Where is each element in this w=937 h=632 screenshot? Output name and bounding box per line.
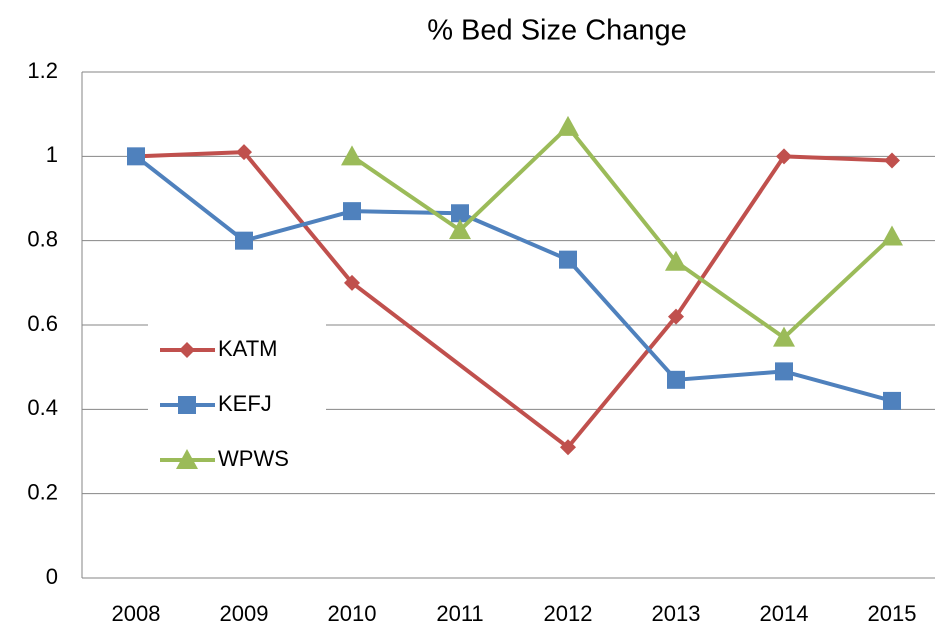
marker — [179, 342, 195, 358]
legend-label: KEFJ — [218, 391, 272, 416]
gap-connector — [350, 281, 570, 449]
marker — [127, 147, 145, 166]
marker — [178, 396, 196, 414]
series-line — [135, 150, 354, 285]
x-tick-label: 2012 — [544, 601, 593, 626]
x-tick-label: 2015 — [868, 601, 917, 626]
marker — [559, 250, 577, 269]
x-tick-label: 2010 — [328, 601, 377, 626]
legend-label: KATM — [218, 336, 277, 361]
y-tick-label: 0.4 — [27, 395, 58, 420]
x-tick-label: 2011 — [436, 601, 483, 626]
marker — [775, 362, 793, 381]
marker — [884, 152, 900, 169]
y-tick-label: 0.8 — [27, 226, 58, 251]
x-tick-label: 2008 — [112, 601, 161, 626]
series-line — [134, 154, 893, 403]
x-tick-label: 2013 — [652, 601, 701, 626]
marker — [667, 370, 685, 389]
marker — [341, 145, 363, 166]
x-tick-label: 2009 — [220, 601, 269, 626]
x-tick-label: 2014 — [760, 601, 809, 626]
marker — [235, 231, 253, 250]
y-tick-label: 1 — [46, 142, 58, 167]
marker — [883, 391, 901, 410]
marker — [449, 219, 471, 240]
legend-label: WPWS — [218, 446, 289, 471]
marker — [557, 115, 579, 136]
y-tick-label: 0.6 — [27, 311, 58, 336]
marker — [773, 326, 795, 347]
marker — [560, 439, 576, 456]
marker — [343, 202, 361, 221]
marker — [776, 148, 792, 165]
series-line — [566, 154, 893, 449]
marker — [451, 204, 469, 223]
marker — [176, 449, 198, 469]
marker — [236, 144, 252, 161]
marker — [881, 225, 903, 246]
marker — [668, 308, 684, 325]
series-line — [350, 124, 894, 340]
marker — [665, 250, 687, 271]
y-tick-label: 0.2 — [27, 479, 58, 504]
marker — [344, 274, 360, 291]
y-tick-label: 1.2 — [27, 58, 58, 83]
chart-title: % Bed Size Change — [427, 15, 687, 47]
y-tick-label: 0 — [46, 564, 58, 589]
